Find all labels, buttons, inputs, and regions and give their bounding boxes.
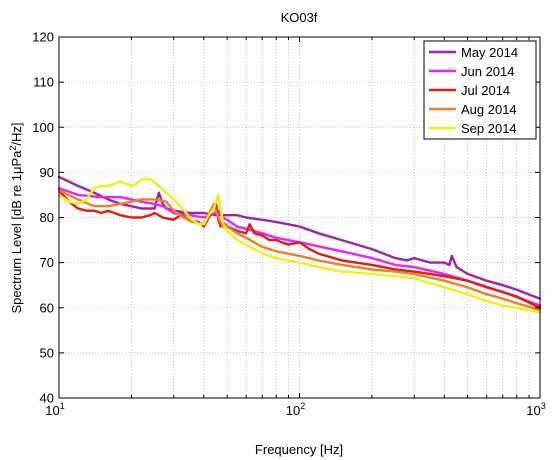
legend-label: Sep 2014 [461,121,517,136]
x-axis-label: Frequency [Hz] [255,442,343,457]
y-axis-label-mu: μ [9,167,24,175]
legend-label: Jun 2014 [461,64,515,79]
x-tick-label: 102 [286,401,305,418]
y-axis-label-main: Spectrum Level [dB re 1 [9,174,24,313]
legend-label: Jul 2014 [461,83,510,98]
chart-title: KO03f [281,10,318,25]
x-tick-label: 103 [526,401,545,418]
y-tick-label: 120 [32,30,54,45]
y-tick-label: 40 [40,391,54,406]
x-tick-base: 10 [45,403,59,418]
x-tick-exponent: 3 [541,401,546,411]
y-axis-label-tail: /Hz] [9,122,24,145]
y-tick-label: 80 [40,210,54,225]
series-lines [57,175,542,314]
y-tick-label: 90 [40,165,54,180]
x-tick-base: 10 [286,403,300,418]
series-line [57,175,542,300]
y-tick-label: 100 [32,120,54,135]
x-tick-label: 101 [45,401,64,418]
grid-lines [59,37,540,398]
y-axis-label: Spectrum Level [dB re 1μPa2/Hz] [8,122,24,313]
legend-label: May 2014 [461,45,518,60]
legend-label: Aug 2014 [461,102,517,117]
y-tick-label: 50 [40,345,54,360]
y-tick-label: 110 [33,75,54,90]
series-line [57,189,542,312]
y-tick-label: 70 [40,255,54,270]
y-axis-label-superscript: 2 [8,146,18,151]
y-tick-label: 60 [40,300,54,315]
x-tick-exponent: 2 [300,401,305,411]
legend: May 2014 Jun 2014 Jul 2014 Aug 2014 Sep 2014 [423,40,537,140]
series-line [57,189,542,309]
x-tick-base: 10 [526,403,540,418]
x-tick-exponent: 1 [60,401,65,411]
series-line [57,177,542,314]
y-axis-label-pa: Pa [9,150,24,167]
